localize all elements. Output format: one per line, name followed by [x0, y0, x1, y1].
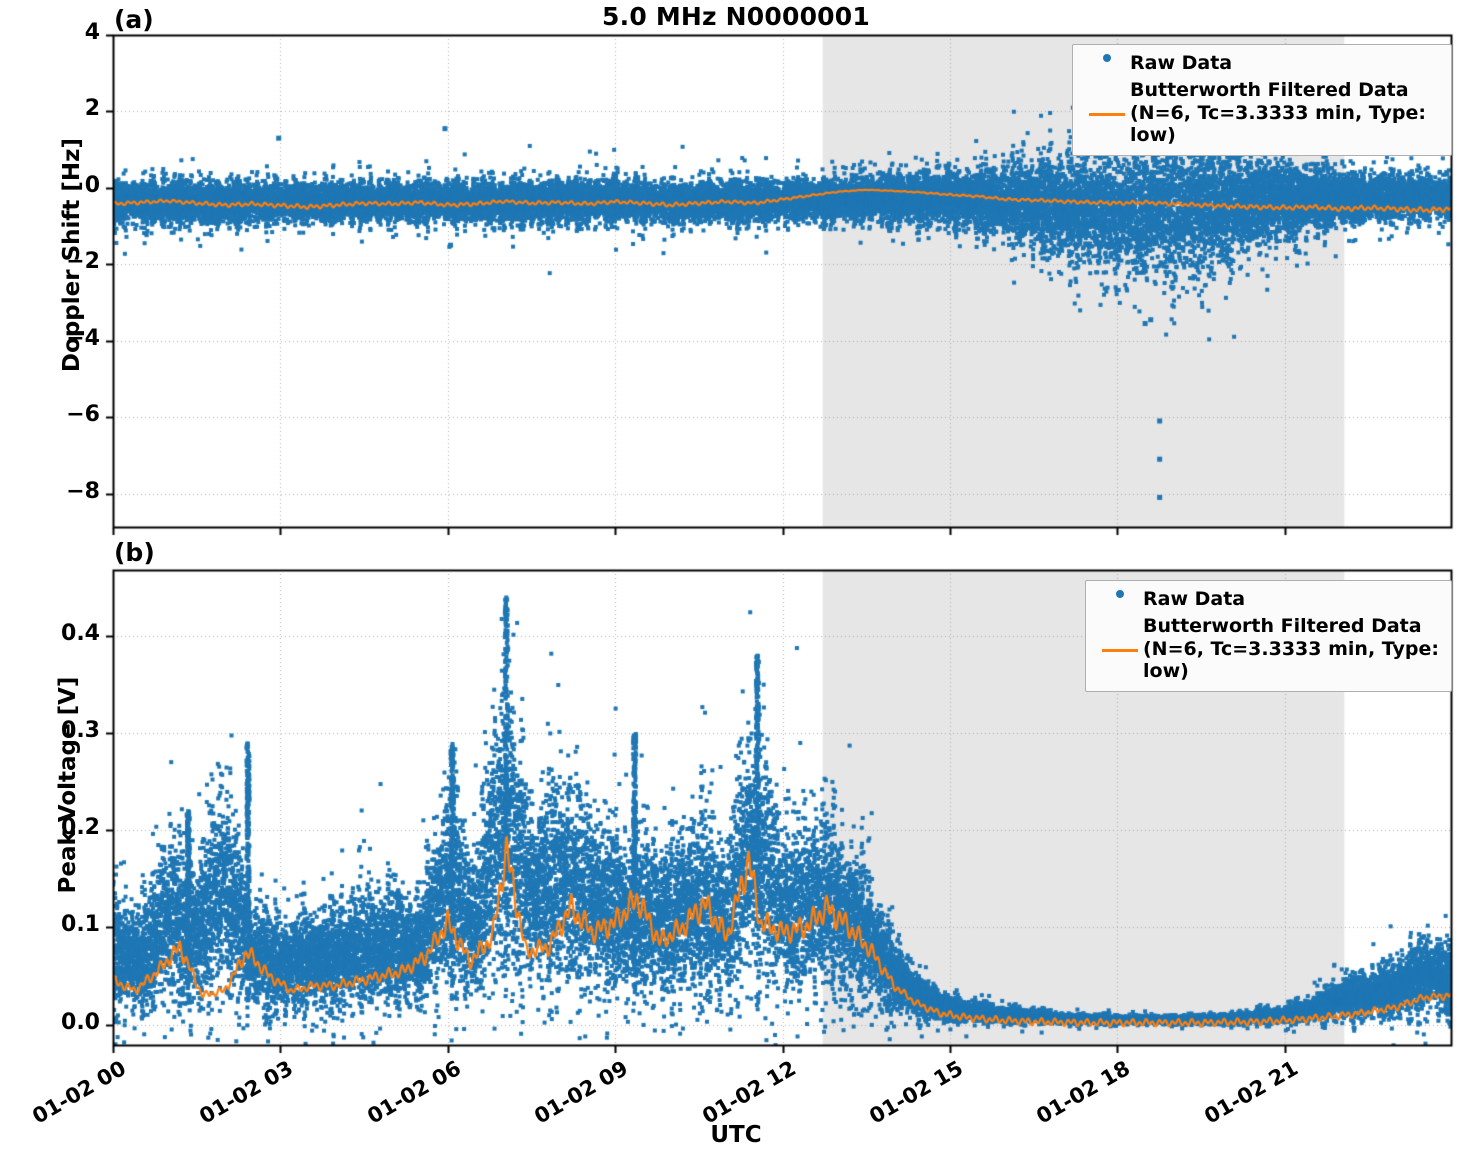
legend-label-filtered-data: Butterworth Filtered Data (N=6, Tc=3.333…	[1143, 615, 1440, 682]
legend-entry-raw-data: Raw Data	[1084, 52, 1440, 74]
legend-label-raw-data: Raw Data	[1130, 52, 1233, 74]
filtered-data-line-icon	[1084, 111, 1130, 116]
legend-filtered-line1: Butterworth Filtered Data	[1130, 79, 1409, 102]
filtered-data-line-icon	[1097, 647, 1143, 652]
panel-b-legend: Raw Data Butterworth Filtered Data (N=6,…	[1085, 580, 1452, 692]
legend-label-raw-data: Raw Data	[1143, 588, 1246, 610]
legend-label-filtered-data: Butterworth Filtered Data (N=6, Tc=3.333…	[1130, 79, 1440, 146]
raw-data-marker-icon	[1097, 588, 1143, 598]
legend-entry-raw-data: Raw Data	[1097, 588, 1440, 610]
legend-filtered-line2: (N=6, Tc=3.3333 min, Type: low)	[1130, 101, 1426, 147]
legend-filtered-line2: (N=6, Tc=3.3333 min, Type: low)	[1143, 637, 1439, 683]
legend-filtered-line1: Butterworth Filtered Data	[1143, 615, 1422, 638]
panel-a-legend: Raw Data Butterworth Filtered Data (N=6,…	[1072, 44, 1452, 156]
raw-data-marker-icon	[1084, 52, 1130, 62]
legend-entry-filtered-data: Butterworth Filtered Data (N=6, Tc=3.333…	[1097, 615, 1440, 682]
legend-entry-filtered-data: Butterworth Filtered Data (N=6, Tc=3.333…	[1084, 79, 1440, 146]
